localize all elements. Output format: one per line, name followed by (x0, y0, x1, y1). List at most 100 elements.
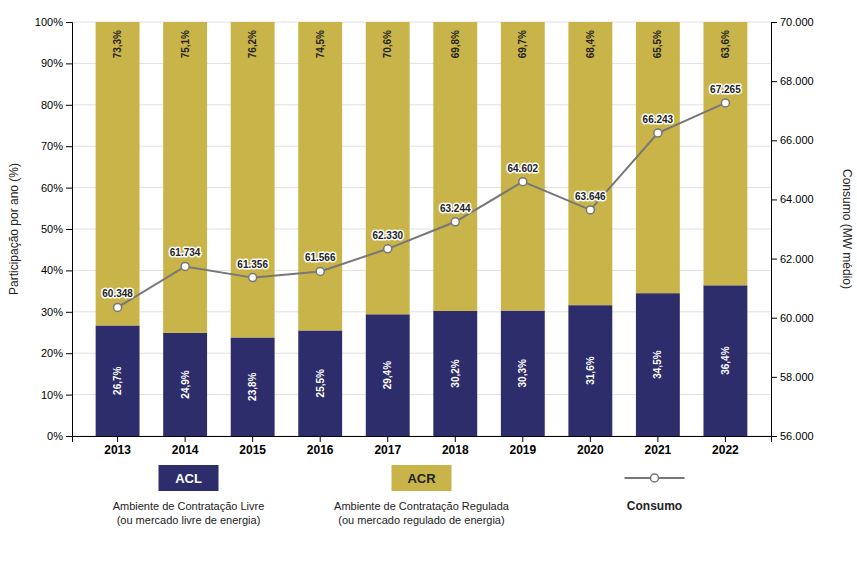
y2-tick-mark (771, 81, 777, 82)
y-tick-label: 10% (41, 389, 63, 401)
legend-swatch (159, 465, 219, 491)
y-tick-label: 30% (41, 306, 63, 318)
line-label: 67.265 (710, 84, 741, 95)
x-tick: 2018 (442, 436, 469, 457)
bar-label: 30,2% (450, 359, 461, 387)
x-tick-label: 2019 (509, 443, 536, 457)
y-tick-mark (66, 229, 72, 230)
legend-label: Consumo (627, 499, 682, 513)
x-tick-mark (455, 436, 456, 442)
legend-swatch (392, 465, 452, 491)
bar (231, 337, 275, 436)
bar-label: 34,5% (652, 350, 663, 378)
y2-tick-mark (771, 199, 777, 200)
y-tick-label: 60% (41, 182, 63, 194)
bar (163, 22, 207, 333)
y-tick-mark (66, 312, 72, 313)
y-tick-mark (66, 22, 72, 23)
y-axis: 0%10%20%30%40%50%60%70%80%90%100% (35, 16, 73, 442)
x-tick-label: 2021 (645, 443, 672, 457)
y-tick-label: 50% (41, 223, 63, 235)
legend-description-line: Ambiente de Contratação Livre (113, 500, 265, 512)
legend-description: Ambiente de Contratação Regulada(ou merc… (334, 500, 510, 526)
line-label: 62.330 (372, 230, 403, 241)
y-tick: 60% (41, 182, 72, 194)
bar-label: 23,8% (247, 372, 258, 400)
point (586, 206, 594, 214)
y-tick-mark (66, 63, 72, 64)
y2-tick-label: 64.000 (780, 193, 814, 205)
point (654, 129, 662, 137)
y2-tick: 62.000 (771, 253, 814, 265)
x-axis-line (73, 437, 772, 443)
y-tick: 40% (41, 264, 72, 276)
y2-tick: 56.000 (771, 430, 814, 442)
x-tick-mark (522, 436, 523, 442)
x-tick-mark (725, 436, 726, 442)
x-tick-mark (387, 436, 388, 442)
y2-tick: 66.000 (771, 134, 814, 146)
x-tick: 2022 (712, 436, 739, 457)
y2-tick-mark (771, 318, 777, 319)
y2-tick-label: 56.000 (780, 430, 814, 442)
y-tick: 30% (41, 306, 72, 318)
line-label: 63.244 (440, 203, 471, 214)
legend: ACLAmbiente de Contratação Livre(ou merc… (113, 465, 685, 526)
x-tick: 2020 (577, 436, 604, 457)
bar (433, 311, 477, 436)
bar-label: 68,4% (585, 30, 596, 58)
bar-label: 31,6% (585, 356, 596, 384)
line-label: 60.348 (102, 288, 133, 299)
legend-marker (651, 474, 659, 482)
bar (298, 22, 342, 330)
y2-axis-line (772, 23, 778, 437)
y-tick-mark (66, 395, 72, 396)
point (114, 303, 122, 311)
x-tick: 2014 (172, 436, 199, 457)
bar-label: 76,2% (247, 30, 258, 58)
x-tick-label: 2015 (239, 443, 266, 457)
y-tick: 0% (47, 430, 72, 442)
x-tick-mark (590, 436, 591, 442)
x-tick: 2013 (104, 436, 131, 457)
x-tick-label: 2020 (577, 443, 604, 457)
y-tick-label: 0% (47, 430, 63, 442)
bar (231, 22, 275, 337)
x-tick: 2016 (307, 436, 334, 457)
y-tick-mark (66, 105, 72, 106)
y-axis-line (66, 23, 73, 437)
x-tick-label: 2018 (442, 443, 469, 457)
x-tick: 2017 (374, 436, 401, 457)
bar (163, 333, 207, 436)
y-tick-mark (66, 188, 72, 189)
y2-tick-label: 60.000 (780, 312, 814, 324)
x-tick-label: 2016 (307, 443, 334, 457)
bar (96, 325, 140, 436)
y2-tick-mark (771, 259, 777, 260)
bar (703, 285, 747, 436)
x-tick: 2021 (645, 436, 672, 457)
y2-tick-label: 66.000 (780, 134, 814, 146)
y-tick-mark (66, 146, 72, 147)
bar-label: 29,4% (382, 361, 393, 389)
legend-description-line: Ambiente de Contratação Regulada (334, 500, 510, 512)
bar-label: 36,4% (720, 346, 731, 374)
x-tick-mark (185, 436, 186, 442)
x-tick-mark (320, 436, 321, 442)
y-tick-label: 80% (41, 99, 63, 111)
y2-tick-mark (771, 22, 777, 23)
bar-label: 25,5% (315, 369, 326, 397)
bar (366, 22, 410, 314)
x-tick-label: 2022 (712, 443, 739, 457)
bar-label: 69,8% (450, 30, 461, 58)
legend-label: ACL (175, 471, 202, 486)
point (451, 218, 459, 226)
bar-label: 75,1% (180, 30, 191, 58)
bar (298, 330, 342, 436)
y2-tick-mark (771, 140, 777, 141)
line-label: 63.646 (575, 191, 606, 202)
point (181, 262, 189, 270)
point (384, 245, 392, 253)
x-tick-label: 2014 (172, 443, 199, 457)
y-tick-mark (66, 436, 72, 437)
